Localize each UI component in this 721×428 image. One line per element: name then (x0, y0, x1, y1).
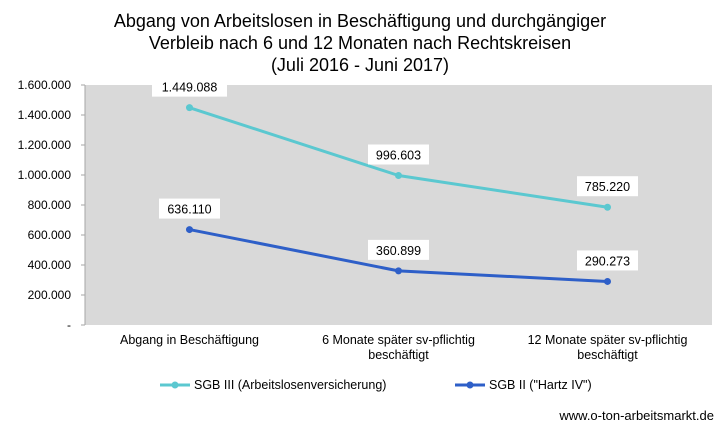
source-text: www.o-ton-arbeitsmarkt.de (558, 408, 714, 423)
y-tick-label: 800.000 (28, 198, 72, 212)
y-tick-label: 400.000 (28, 258, 72, 272)
chart-title-line-2: Verbleib nach 6 und 12 Monaten nach Rech… (149, 33, 571, 53)
y-axis-ticks: - 200.000 400.000 600.000 800.000 1.000.000 1.… (18, 78, 85, 332)
y-tick-label: 600.000 (28, 228, 72, 242)
x-category-label: beschäftigt (577, 348, 638, 362)
y-tick-label: 1.600.000 (18, 78, 72, 92)
data-label: 360.899 (376, 244, 421, 258)
chart-title-line-3: (Juli 2016 - Juni 2017) (271, 55, 449, 75)
chart-title-line-1: Abgang von Arbeitslosen in Beschäftigung… (114, 11, 606, 31)
x-category-label: 12 Monate später sv-pflichtig (528, 333, 688, 347)
x-category-label: Abgang in Beschäftigung (120, 333, 259, 347)
y-tick-label: 1.000.000 (18, 168, 72, 182)
data-point (395, 267, 402, 275)
data-label-background (152, 76, 227, 97)
chart-title: Abgang von Arbeitslosen in Beschäftigung… (114, 11, 606, 75)
data-point (186, 104, 193, 112)
x-axis-categories: Abgang in Beschäftigung 6 Monate später s… (120, 333, 687, 362)
y-tick-label: 1.200.000 (18, 138, 72, 152)
data-label-background (368, 144, 429, 165)
data-label: 996.603 (376, 149, 421, 163)
legend-label: SGB III (Arbeitslosenversicherung) (194, 378, 386, 392)
x-category-label: beschäftigt (368, 348, 429, 362)
data-label-background (368, 239, 429, 260)
legend-swatch-marker (466, 381, 474, 389)
data-point (604, 277, 611, 285)
data-label: 290.273 (585, 254, 630, 268)
x-category-label: 6 Monate später sv-pflichtig (322, 333, 475, 347)
data-point (395, 172, 402, 180)
data-label-background (577, 176, 638, 197)
y-tick-label: 1.400.000 (18, 108, 72, 122)
y-tick-label: - (67, 318, 71, 332)
data-point (186, 226, 193, 234)
data-label-background (577, 250, 638, 271)
data-label-background (159, 198, 220, 219)
legend-label: SGB II ("Hartz IV") (489, 378, 592, 392)
series-layer: 1.449.088 996.603 785.220 636.110 360.899 290… (152, 76, 638, 285)
y-tick-label: 200.000 (28, 288, 72, 302)
legend-swatch-marker (171, 381, 179, 389)
data-label: 636.110 (167, 203, 211, 217)
legend: SGB III (Arbeitslosenversicherung) SGB II… (160, 378, 592, 392)
data-label: 785.220 (585, 180, 630, 194)
data-label: 1.449.088 (162, 81, 218, 95)
data-point (604, 203, 611, 211)
